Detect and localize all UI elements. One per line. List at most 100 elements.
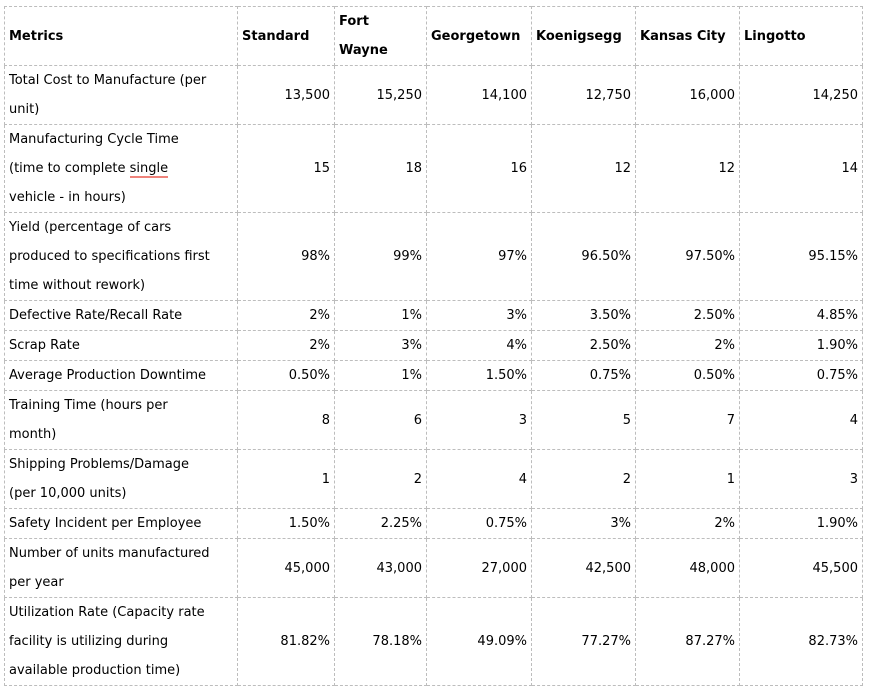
value-cell[interactable]: 8 bbox=[237, 390, 335, 450]
value-cell[interactable]: 1.90% bbox=[739, 508, 863, 539]
metric-cell[interactable]: Total Cost to Manufacture (per unit) bbox=[4, 65, 238, 125]
table-row: Number of units manufactured per year 45,… bbox=[4, 538, 863, 598]
value-cell[interactable]: 2% bbox=[635, 330, 740, 361]
value-cell[interactable]: 3 bbox=[739, 449, 863, 509]
metric-cell[interactable]: Safety Incident per Employee bbox=[4, 508, 238, 539]
spellcheck-underlined-word: single bbox=[129, 161, 169, 178]
value-cell[interactable]: 3 bbox=[426, 390, 532, 450]
value-cell[interactable]: 2.50% bbox=[635, 300, 740, 331]
value-cell[interactable]: 13,500 bbox=[237, 65, 335, 125]
value-cell[interactable]: 1.50% bbox=[426, 360, 532, 391]
value-cell[interactable]: 3% bbox=[531, 508, 636, 539]
value-cell[interactable]: 2.50% bbox=[531, 330, 636, 361]
value-cell[interactable]: 45,500 bbox=[739, 538, 863, 598]
value-cell[interactable]: 2 bbox=[531, 449, 636, 509]
metric-cell[interactable]: Defective Rate/Recall Rate bbox=[4, 300, 238, 331]
value-cell[interactable]: 12 bbox=[635, 124, 740, 213]
value-cell[interactable]: 1 bbox=[237, 449, 335, 509]
value-cell[interactable]: 43,000 bbox=[334, 538, 427, 598]
value-cell[interactable]: 1 bbox=[635, 449, 740, 509]
value-cell[interactable]: 98% bbox=[237, 212, 335, 301]
table-row: Manufacturing Cycle Time (time to comple… bbox=[4, 124, 863, 213]
metric-cell[interactable]: Shipping Problems/Damage (per 10,000 uni… bbox=[4, 449, 238, 509]
metric-cell[interactable]: Utilization Rate (Capacity rate facility… bbox=[4, 597, 238, 686]
value-cell[interactable]: 2.25% bbox=[334, 508, 427, 539]
value-cell[interactable]: 4 bbox=[426, 449, 532, 509]
value-cell[interactable]: 1% bbox=[334, 360, 427, 391]
value-cell[interactable]: 2% bbox=[635, 508, 740, 539]
document-page: Metrics Standard Fort Wayne Georgetown Koeni… bbox=[0, 6, 872, 686]
value-cell[interactable]: 14,250 bbox=[739, 65, 863, 125]
value-cell[interactable]: 18 bbox=[334, 124, 427, 213]
header-cell-kansas-city[interactable]: Kansas City bbox=[635, 6, 740, 66]
table-body: Total Cost to Manufacture (per unit) 13,5… bbox=[4, 65, 863, 686]
table-row: Safety Incident per Employee 1.50% 2.25% 0.… bbox=[4, 508, 863, 539]
value-cell[interactable]: 97% bbox=[426, 212, 532, 301]
value-cell[interactable]: 96.50% bbox=[531, 212, 636, 301]
value-cell[interactable]: 97.50% bbox=[635, 212, 740, 301]
value-cell[interactable]: 12 bbox=[531, 124, 636, 213]
table-row: Utilization Rate (Capacity rate facility… bbox=[4, 597, 863, 686]
metric-cell[interactable]: Average Production Downtime bbox=[4, 360, 238, 391]
value-cell[interactable]: 2 bbox=[334, 449, 427, 509]
value-cell[interactable]: 48,000 bbox=[635, 538, 740, 598]
table-row: Scrap Rate 2% 3% 4% 2.50% 2% 1.90% bbox=[4, 330, 863, 361]
value-cell[interactable]: 14,100 bbox=[426, 65, 532, 125]
value-cell[interactable]: 7 bbox=[635, 390, 740, 450]
table-row: Defective Rate/Recall Rate 2% 1% 3% 3.50% 2.5… bbox=[4, 300, 863, 331]
header-cell-fort-wayne[interactable]: Fort Wayne bbox=[334, 6, 427, 66]
value-cell[interactable]: 95.15% bbox=[739, 212, 863, 301]
header-cell-koenigsegg[interactable]: Koenigsegg bbox=[531, 6, 636, 66]
value-cell[interactable]: 45,000 bbox=[237, 538, 335, 598]
header-cell-metrics[interactable]: Metrics bbox=[4, 6, 238, 66]
metric-cell[interactable]: Training Time (hours per month) bbox=[4, 390, 238, 450]
value-cell[interactable]: 14 bbox=[739, 124, 863, 213]
value-cell[interactable]: 3% bbox=[426, 300, 532, 331]
value-cell[interactable]: 1% bbox=[334, 300, 427, 331]
table-row: Training Time (hours per month) 8 6 3 5 7 4 bbox=[4, 390, 863, 450]
table-row: Average Production Downtime 0.50% 1% 1.50% 0… bbox=[4, 360, 863, 391]
table-row: Total Cost to Manufacture (per unit) 13,5… bbox=[4, 65, 863, 125]
metric-cell[interactable]: Scrap Rate bbox=[4, 330, 238, 361]
value-cell[interactable]: 2% bbox=[237, 300, 335, 331]
value-cell[interactable]: 2% bbox=[237, 330, 335, 361]
value-cell[interactable]: 12,750 bbox=[531, 65, 636, 125]
header-cell-lingotto[interactable]: Lingotto bbox=[739, 6, 863, 66]
value-cell[interactable]: 4.85% bbox=[739, 300, 863, 331]
value-cell[interactable]: 77.27% bbox=[531, 597, 636, 686]
header-cell-georgetown[interactable]: Georgetown bbox=[426, 6, 532, 66]
value-cell[interactable]: 3.50% bbox=[531, 300, 636, 331]
value-cell[interactable]: 1.50% bbox=[237, 508, 335, 539]
value-cell[interactable]: 15,250 bbox=[334, 65, 427, 125]
value-cell[interactable]: 5 bbox=[531, 390, 636, 450]
value-cell[interactable]: 87.27% bbox=[635, 597, 740, 686]
value-cell[interactable]: 78.18% bbox=[334, 597, 427, 686]
value-cell[interactable]: 4% bbox=[426, 330, 532, 361]
value-cell[interactable]: 81.82% bbox=[237, 597, 335, 686]
value-cell[interactable]: 6 bbox=[334, 390, 427, 450]
header-cell-standard[interactable]: Standard bbox=[237, 6, 335, 66]
value-cell[interactable]: 99% bbox=[334, 212, 427, 301]
value-cell[interactable]: 0.50% bbox=[635, 360, 740, 391]
value-cell[interactable]: 49.09% bbox=[426, 597, 532, 686]
table-header: Metrics Standard Fort Wayne Georgetown Koeni… bbox=[4, 6, 863, 66]
value-cell[interactable]: 3% bbox=[334, 330, 427, 361]
value-cell[interactable]: 0.75% bbox=[426, 508, 532, 539]
value-cell[interactable]: 16,000 bbox=[635, 65, 740, 125]
header-row: Metrics Standard Fort Wayne Georgetown Koeni… bbox=[4, 6, 863, 66]
table-row: Shipping Problems/Damage (per 10,000 uni… bbox=[4, 449, 863, 509]
value-cell[interactable]: 15 bbox=[237, 124, 335, 213]
table-row: Yield (percentage of cars produced to sp… bbox=[4, 212, 863, 301]
value-cell[interactable]: 42,500 bbox=[531, 538, 636, 598]
value-cell[interactable]: 4 bbox=[739, 390, 863, 450]
value-cell[interactable]: 0.75% bbox=[739, 360, 863, 391]
value-cell[interactable]: 16 bbox=[426, 124, 532, 213]
metric-cell[interactable]: Number of units manufactured per year bbox=[4, 538, 238, 598]
metric-cell[interactable]: Manufacturing Cycle Time (time to comple… bbox=[4, 124, 238, 213]
value-cell[interactable]: 27,000 bbox=[426, 538, 532, 598]
value-cell[interactable]: 1.90% bbox=[739, 330, 863, 361]
metric-cell[interactable]: Yield (percentage of cars produced to sp… bbox=[4, 212, 238, 301]
value-cell[interactable]: 82.73% bbox=[739, 597, 863, 686]
value-cell[interactable]: 0.75% bbox=[531, 360, 636, 391]
value-cell[interactable]: 0.50% bbox=[237, 360, 335, 391]
